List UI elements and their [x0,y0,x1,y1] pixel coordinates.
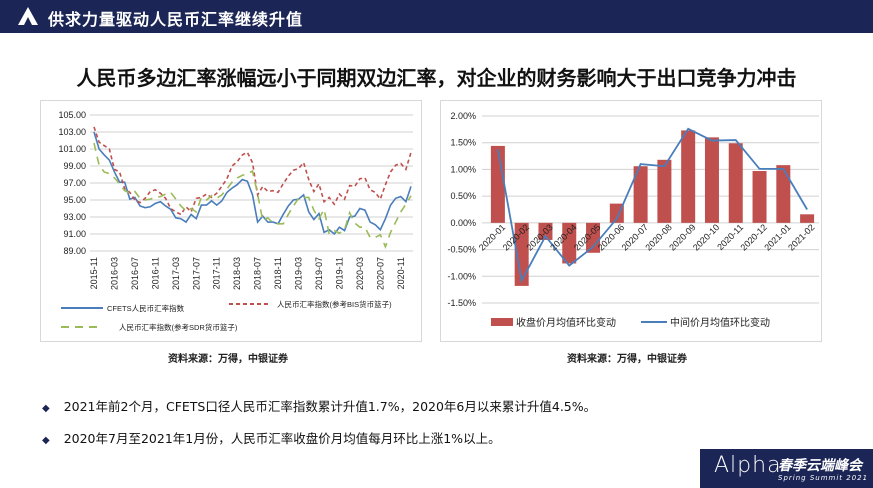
bar [776,165,791,223]
bullet-item: ◆ 2020年7月至2021年1月份，人民币汇率收盘价月均值每月环比上涨1%以上。 [42,428,501,447]
y-tick-label: 0.50% [450,191,476,201]
y-tick-label: 2.00% [450,111,476,121]
source-note-left: 资料来源：万得，中银证券 [168,354,288,365]
y-tick-label: -1.50% [447,298,476,308]
x-tick-label: 2018-11 [273,257,283,289]
x-tick-label: 2021-02 [786,222,816,252]
legend-label: 收盘价月均值环比变动 [516,316,616,329]
x-tick-label: 2016-11 [150,257,160,289]
alpha-triangle-icon [18,7,38,25]
y-tick-label: 89.00 [63,246,86,256]
x-tick-label: 2018-03 [232,257,242,290]
y-tick-label: 103.00 [58,127,86,137]
y-tick-label: 105.00 [58,110,86,120]
y-tick-label: 93.00 [63,212,86,222]
x-tick-label: 2017-11 [212,257,222,289]
legend-label: CFETS人民币汇率指数 [107,303,185,313]
y-tick-label: 1.50% [450,138,476,148]
header-bar: 供求力量驱动人民币汇率继续升值 [0,0,873,33]
x-tick-label: 2015-11 [89,257,99,289]
y-tick-label: 95.00 [63,195,86,205]
source-note-right: 资料来源：万得，中银证券 [567,354,687,365]
x-tick-label: 2019-07 [314,257,324,290]
bullet-text: 2021年前2个月，CFETS口径人民币汇率指数累计升值1.7%，2020年6月… [63,399,597,414]
x-tick-label: 2016-07 [130,257,140,290]
brand-logo: Alpha [714,453,782,478]
y-tick-label: 91.00 [63,229,86,239]
series-line [93,131,412,236]
bar [562,222,577,264]
y-tick-label: 1.00% [450,164,476,174]
series-line [497,127,808,284]
event-name: 春季云端峰会 [778,458,862,474]
legend-label: 人民币汇率指数(参考BIS货币篮子) [277,299,392,309]
y-tick-label: -1.00% [447,271,476,281]
header-title: 供求力量驱动人民币汇率继续升值 [48,10,304,29]
bar [538,222,553,240]
x-tick-label: 2020-11 [396,257,406,289]
event-subtitle: Spring Summit 2021 [778,474,869,482]
bar [514,222,529,286]
x-tick-label: 2016-03 [109,257,119,290]
series-line [93,126,412,216]
x-tick-label: 2017-07 [191,257,201,290]
bar [752,171,767,223]
x-tick-label: 2019-11 [334,257,344,289]
legend-label: 中间价月均值环比变动 [670,316,770,329]
x-tick-label: 2020-07 [375,257,385,290]
page-title: 人民币多边汇率涨幅远小于同期双边汇率，对企业的财务影响大于出口竞争力冲击 [76,66,797,90]
y-tick-label: 0.00% [450,218,476,228]
legend-label: 人民币汇率指数(参考SDR货币篮子) [119,322,238,332]
legend-swatch [491,318,513,326]
y-tick-label: 97.00 [63,178,86,188]
bullet-item: ◆ 2021年前2个月，CFETS口径人民币汇率指数累计升值1.7%，2020年6… [42,396,596,415]
bar [490,145,505,223]
y-tick-label: 99.00 [63,161,86,171]
bar [633,166,648,223]
x-tick-label: 2017-03 [171,257,181,290]
x-tick-label: 2020-03 [355,257,365,290]
diamond-icon: ◆ [42,403,50,414]
bar [800,214,815,223]
monthly-change-chart: 2.00% 1.50% 1.00% 0.50% 0.00% -0.50% -1.00% -1.… [440,100,822,342]
y-tick-label: 101.00 [58,144,86,154]
x-tick-label: 2018-07 [253,257,263,290]
bar [681,130,696,223]
y-tick-label: -0.50% [447,245,476,255]
bar [704,137,719,223]
x-tick-label: 2019-03 [294,257,304,290]
bar [728,143,743,223]
bar [586,222,601,253]
exchange-index-chart: 105.00 103.00 101.00 99.00 97.00 95.00 93.00 91… [40,100,422,342]
series-line [93,142,412,249]
bullet-text: 2020年7月至2021年1月份，人民币汇率收盘价月均值每月环比上涨1%以上。 [63,431,501,446]
footer-logo: Alpha 春季云端峰会 Spring Summit 2021 [700,449,873,488]
bar [657,159,672,223]
diamond-icon: ◆ [42,435,50,446]
